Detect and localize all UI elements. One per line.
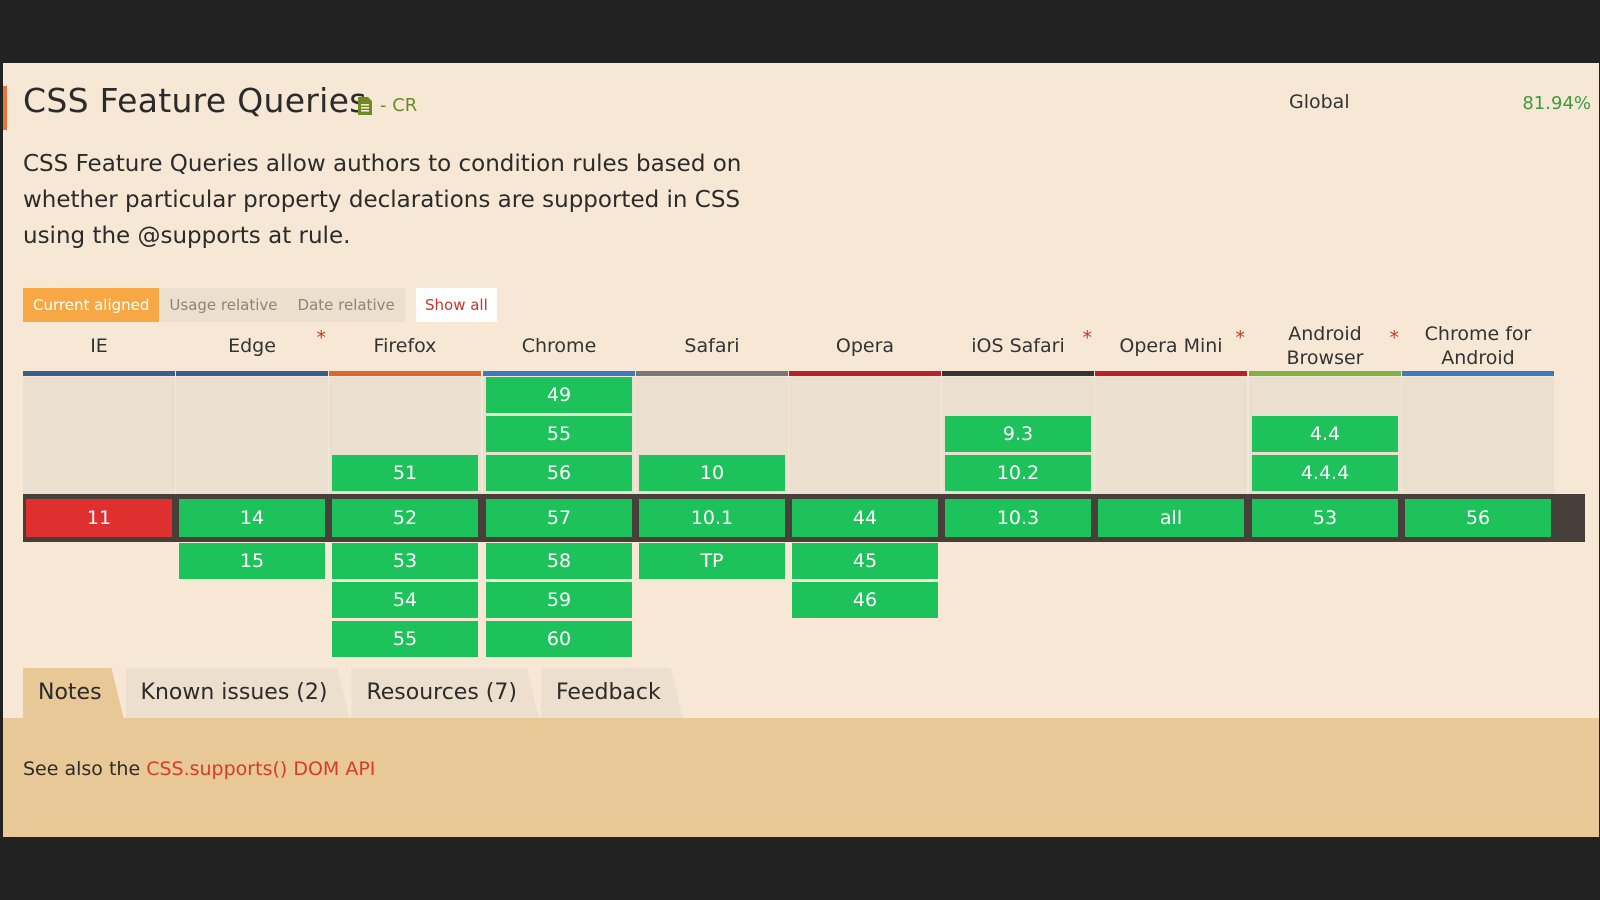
past-versions-area <box>789 377 941 494</box>
browser-underline <box>176 371 328 376</box>
notes-text: See also the CSS.supports() DOM API <box>23 758 375 780</box>
browser-header-edge[interactable]: Edge <box>228 335 276 357</box>
browser-underline <box>1402 371 1554 376</box>
version-cell-ios-safari[interactable]: 9.3 <box>945 416 1091 452</box>
browser-underline <box>1249 371 1401 376</box>
browser-underline <box>329 371 481 376</box>
browser-column-chrome-for-android: Chrome for Android <box>1402 321 1554 641</box>
version-cell-safari[interactable]: 10 <box>639 455 785 491</box>
current-version-cell-ie[interactable]: 11 <box>26 499 172 537</box>
accent-bar <box>3 86 7 130</box>
spec-status[interactable]: - CR <box>380 95 418 116</box>
browser-header-opera-mini[interactable]: Opera Mini <box>1119 335 1223 357</box>
version-cell-chrome[interactable]: 59 <box>486 582 632 618</box>
past-versions-area <box>1402 377 1554 494</box>
feature-title: CSS Feature Queries <box>23 81 367 120</box>
current-version-cell-chrome-for-android[interactable]: 56 <box>1405 499 1551 537</box>
browser-underline <box>1095 371 1247 376</box>
current-version-cell-ios-safari[interactable]: 10.3 <box>945 499 1091 537</box>
feature-panel: CSS Feature Queries - CR Global 81.94% C… <box>3 63 1599 837</box>
version-cell-firefox[interactable]: 51 <box>332 455 478 491</box>
current-version-cell-edge[interactable]: 14 <box>179 499 325 537</box>
show-all-button[interactable]: Show all <box>416 288 497 322</box>
browser-header-android-browser[interactable]: Android Browser <box>1286 323 1364 369</box>
current-version-cell-opera[interactable]: 44 <box>792 499 938 537</box>
browser-note-asterisk[interactable]: * <box>1082 327 1093 349</box>
browser-header-safari[interactable]: Safari <box>684 335 740 357</box>
notes-panel: See also the CSS.supports() DOM API <box>3 718 1599 837</box>
css-supports-link[interactable]: CSS.supports() DOM API <box>146 758 376 780</box>
view-mode-current-aligned[interactable]: Current aligned <box>23 288 160 322</box>
version-cell-android-browser[interactable]: 4.4.4 <box>1252 455 1398 491</box>
browser-header-firefox[interactable]: Firefox <box>373 335 437 357</box>
browser-header-chrome-for-android[interactable]: Chrome for Android <box>1424 323 1532 369</box>
feature-description: CSS Feature Queries allow authors to con… <box>23 151 742 249</box>
version-cell-opera[interactable]: 45 <box>792 543 938 579</box>
version-cell-firefox[interactable]: 55 <box>332 621 478 657</box>
version-cell-safari[interactable]: TP <box>639 543 785 579</box>
browser-column-ie: IE <box>23 321 175 641</box>
browser-underline <box>23 371 175 376</box>
browser-note-asterisk[interactable]: * <box>1389 327 1400 349</box>
current-version-cell-opera-mini[interactable]: all <box>1098 499 1244 537</box>
notes-prefix: See also the <box>23 758 147 780</box>
browser-underline <box>942 371 1094 376</box>
tab-notes[interactable]: Notes <box>23 668 124 718</box>
global-usage-percent: 81.94% <box>1522 93 1591 114</box>
info-tabs: Notes Known issues (2) Resources (7) Fee… <box>23 668 685 718</box>
browser-column-opera: Opera <box>789 321 941 641</box>
browser-underline <box>636 371 788 376</box>
spec-document-icon[interactable] <box>357 96 373 116</box>
view-mode-usage-relative[interactable]: Usage relative <box>169 296 278 314</box>
version-cell-edge[interactable]: 15 <box>179 543 325 579</box>
version-cell-chrome[interactable]: 55 <box>486 416 632 452</box>
version-cell-android-browser[interactable]: 4.4 <box>1252 416 1398 452</box>
version-cell-chrome[interactable]: 58 <box>486 543 632 579</box>
version-cell-opera[interactable]: 46 <box>792 582 938 618</box>
version-cell-firefox[interactable]: 54 <box>332 582 478 618</box>
tab-known-issues[interactable]: Known issues (2) <box>126 668 350 718</box>
version-cell-chrome[interactable]: 56 <box>486 455 632 491</box>
global-usage-label: Global <box>1289 91 1350 113</box>
tab-resources[interactable]: Resources (7) <box>351 668 539 718</box>
version-cell-chrome[interactable]: 49 <box>486 377 632 413</box>
current-version-cell-safari[interactable]: 10.1 <box>639 499 785 537</box>
tab-feedback[interactable]: Feedback <box>541 668 683 718</box>
current-version-cell-chrome[interactable]: 57 <box>486 499 632 537</box>
past-versions-area <box>1095 377 1247 494</box>
browser-underline <box>483 371 635 376</box>
current-version-cell-android-browser[interactable]: 53 <box>1252 499 1398 537</box>
version-cell-chrome[interactable]: 60 <box>486 621 632 657</box>
view-mode-group: Current aligned Usage relative Date rela… <box>23 288 405 322</box>
version-cell-ios-safari[interactable]: 10.2 <box>945 455 1091 491</box>
past-versions-area <box>23 377 175 494</box>
browser-header-ios-safari[interactable]: iOS Safari <box>971 335 1065 357</box>
browser-header-opera[interactable]: Opera <box>835 335 895 357</box>
browser-note-asterisk[interactable]: * <box>316 327 327 349</box>
browser-note-asterisk[interactable]: * <box>1235 327 1246 349</box>
version-cell-firefox[interactable]: 53 <box>332 543 478 579</box>
browser-header-ie[interactable]: IE <box>90 335 108 357</box>
view-mode-date-relative[interactable]: Date relative <box>297 296 395 314</box>
browser-column-edge: Edge * <box>176 321 328 641</box>
browser-header-chrome[interactable]: Chrome <box>521 335 597 357</box>
browser-underline <box>789 371 941 376</box>
current-version-cell-firefox[interactable]: 52 <box>332 499 478 537</box>
browser-column-opera-mini: Opera Mini * <box>1095 321 1247 641</box>
past-versions-area <box>176 377 328 494</box>
